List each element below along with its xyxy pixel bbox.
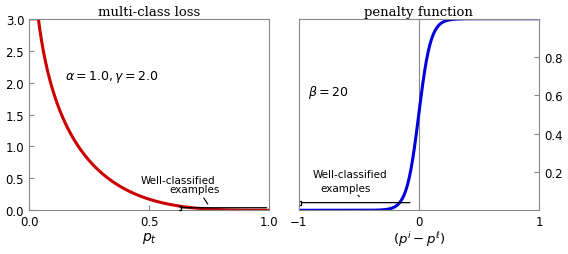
- Text: Well-classified: Well-classified: [141, 176, 215, 186]
- X-axis label: $(p^i - p^{\ell})$: $(p^i - p^{\ell})$: [392, 230, 445, 248]
- X-axis label: $p_t$: $p_t$: [142, 230, 157, 245]
- Text: examples: examples: [320, 183, 370, 193]
- Text: examples: examples: [170, 185, 220, 195]
- Text: $\alpha = 1.0, \gamma = 2.0$: $\alpha = 1.0, \gamma = 2.0$: [65, 69, 159, 85]
- Title: penalty function: penalty function: [364, 6, 473, 19]
- Text: Well-classified: Well-classified: [313, 169, 387, 179]
- Text: $\beta = 20$: $\beta = 20$: [308, 84, 349, 101]
- Title: multi-class loss: multi-class loss: [98, 6, 201, 19]
